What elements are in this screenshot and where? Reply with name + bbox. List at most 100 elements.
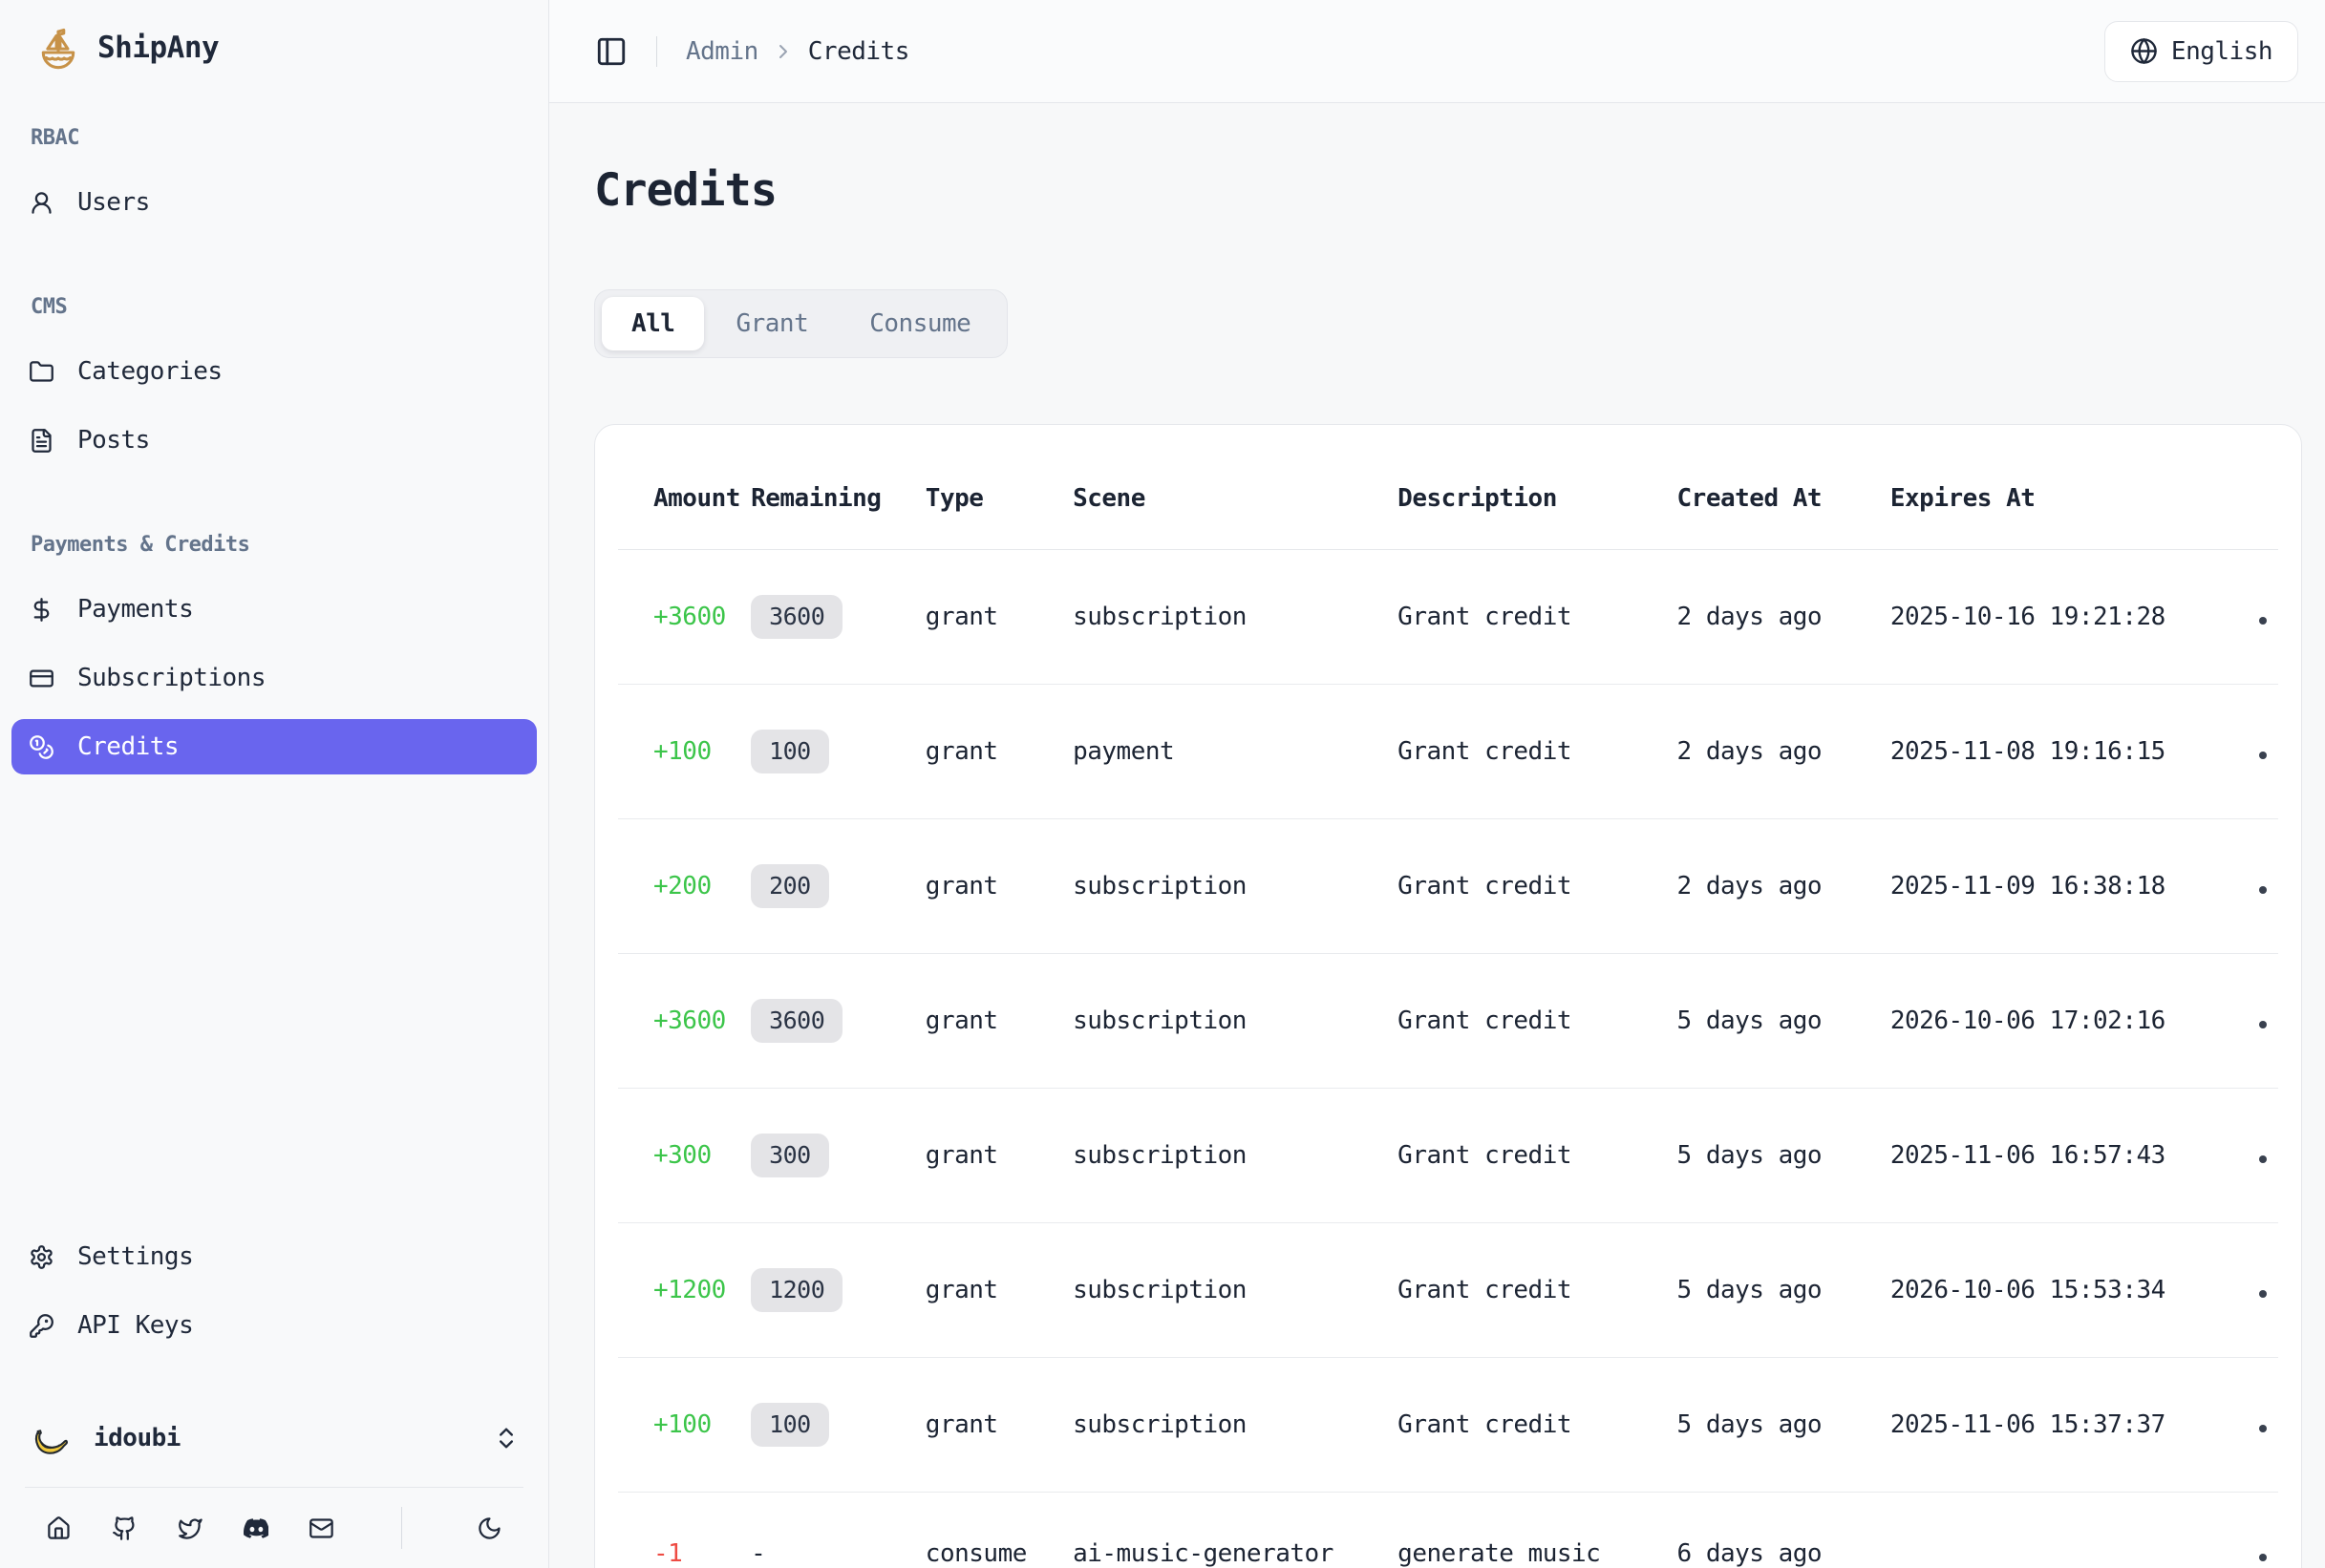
sidebar-item-users[interactable]: Users <box>11 175 537 230</box>
cell-created-at: 2 days ago <box>1676 549 1890 685</box>
breadcrumb-credits: Credits <box>807 36 910 66</box>
row-actions-button[interactable] <box>2259 1155 2267 1163</box>
twitter-icon[interactable] <box>178 1513 203 1544</box>
brand[interactable]: ShipAny <box>0 21 548 74</box>
home-icon[interactable] <box>46 1513 72 1544</box>
discord-icon[interactable] <box>243 1513 269 1544</box>
cell-amount: +3600 <box>618 549 752 685</box>
cell-scene: ai-music-generator <box>1073 1492 1398 1568</box>
sidebar-item-credits[interactable]: Credits <box>11 719 537 774</box>
row-actions-button[interactable] <box>2259 1425 2267 1432</box>
table-row: +3600 3600 grant subscription Grant cred… <box>618 953 2278 1089</box>
row-actions-button[interactable] <box>2259 1554 2267 1561</box>
table-row: +200 200 grant subscription Grant credit… <box>618 818 2278 954</box>
sidebar: ShipAny RBAC Users CMS Categories <box>0 0 549 1568</box>
remaining-badge: 100 <box>751 730 829 773</box>
sidebar-toggle-icon[interactable] <box>595 35 628 68</box>
row-actions-button[interactable] <box>2259 1021 2267 1028</box>
cell-amount: +100 <box>618 1357 752 1493</box>
language-button[interactable]: English <box>2103 20 2298 82</box>
nav-group-cms: CMS Categories Posts <box>11 295 537 481</box>
table-row: +100 100 grant payment Grant credit 2 da… <box>618 684 2278 819</box>
github-icon[interactable] <box>112 1513 138 1544</box>
file-text-icon <box>32 428 52 453</box>
cell-expires-at: 2025-11-06 15:37:37 <box>1889 1357 2210 1493</box>
table-header-row: Amount Remaining Type Scene Description … <box>618 425 2278 550</box>
cell-description: Grant credit <box>1397 684 1677 819</box>
sidebar-item-label: Payments <box>77 595 194 624</box>
remaining-badge: 1200 <box>751 1268 843 1312</box>
sidebar-item-posts[interactable]: Posts <box>11 413 537 468</box>
cell-created-at: 5 days ago <box>1676 1088 1890 1223</box>
credit-card-icon <box>30 669 53 687</box>
cell-type: consume <box>925 1492 1074 1568</box>
remaining-badge: 200 <box>751 864 829 908</box>
column-header-created-at: Created At <box>1676 425 1890 550</box>
filter-tabs: All Grant Consume <box>594 289 1009 358</box>
cell-scene: subscription <box>1073 549 1398 685</box>
cell-created-at: 2 days ago <box>1676 818 1890 954</box>
cell-amount: -1 <box>618 1492 752 1568</box>
row-actions-button[interactable] <box>2259 617 2267 625</box>
cell-description: Grant credit <box>1397 953 1677 1089</box>
cell-remaining: 100 <box>751 1357 926 1493</box>
cell-created-at: 5 days ago <box>1676 1357 1890 1493</box>
key-icon <box>30 1313 53 1338</box>
sidebar-item-label: Categories <box>77 357 223 386</box>
nav-group-payments-credits: Payments & Credits Payments Subscription… <box>11 533 537 788</box>
cell-remaining: 200 <box>751 818 926 954</box>
table-row: +1200 1200 grant subscription Grant cred… <box>618 1222 2278 1358</box>
tab-all[interactable]: All <box>602 297 705 350</box>
row-actions-button[interactable] <box>2259 886 2267 894</box>
social-links <box>11 1488 537 1568</box>
sidebar-item-subscriptions[interactable]: Subscriptions <box>11 650 537 706</box>
cell-expires-at: 2025-11-06 16:57:43 <box>1889 1088 2210 1223</box>
sidebar-item-api-keys[interactable]: API Keys <box>11 1298 537 1353</box>
row-actions-button[interactable] <box>2259 752 2267 759</box>
moon-icon[interactable] <box>477 1513 502 1544</box>
cell-expires-at: 2026-10-06 17:02:16 <box>1889 953 2210 1089</box>
cell-scene: subscription <box>1073 818 1398 954</box>
tab-grant[interactable]: Grant <box>706 297 838 350</box>
cell-type: grant <box>925 953 1074 1089</box>
top-header: Admin Credits English <box>549 0 2325 103</box>
cell-scene: subscription <box>1073 953 1398 1089</box>
user-icon <box>32 191 52 214</box>
user-menu[interactable]: idoubi <box>11 1403 537 1473</box>
mail-icon[interactable] <box>309 1513 334 1544</box>
cell-actions <box>2209 1088 2278 1223</box>
sidebar-item-categories[interactable]: Categories <box>11 344 537 399</box>
cell-actions <box>2209 684 2278 819</box>
tab-consume[interactable]: Consume <box>840 297 1000 350</box>
cell-description: Grant credit <box>1397 1088 1677 1223</box>
brand-name: ShipAny <box>97 31 220 65</box>
cell-type: grant <box>925 1222 1074 1358</box>
remaining-badge: 3600 <box>751 999 843 1043</box>
cell-scene: subscription <box>1073 1357 1398 1493</box>
user-name: idoubi <box>94 1424 181 1452</box>
chevrons-up-down-icon <box>500 1428 513 1449</box>
sidebar-item-payments[interactable]: Payments <box>11 582 537 637</box>
nav-group-label: CMS <box>31 295 68 319</box>
sidebar-item-settings[interactable]: Settings <box>11 1229 537 1284</box>
cell-actions <box>2209 1222 2278 1358</box>
cell-expires-at: 2026-10-06 15:53:34 <box>1889 1222 2210 1358</box>
cell-created-at: 6 days ago <box>1676 1492 1890 1568</box>
cell-remaining: 3600 <box>751 549 926 685</box>
cell-expires-at <box>1889 1492 2210 1568</box>
language-label: English <box>2170 36 2273 66</box>
nav-group-rbac: RBAC Users <box>11 126 537 244</box>
sidebar-divider <box>25 1487 523 1488</box>
cell-actions <box>2209 549 2278 685</box>
row-actions-button[interactable] <box>2259 1290 2267 1298</box>
cell-type: grant <box>925 1357 1074 1493</box>
cell-amount: +300 <box>618 1088 752 1223</box>
cell-description: Grant credit <box>1397 549 1677 685</box>
nav-group-label: RBAC <box>31 126 79 150</box>
breadcrumb-admin[interactable]: Admin <box>686 36 758 66</box>
cell-actions <box>2209 1492 2278 1568</box>
cell-created-at: 5 days ago <box>1676 1222 1890 1358</box>
cell-description: generate music <box>1397 1492 1677 1568</box>
cell-description: Grant credit <box>1397 1357 1677 1493</box>
